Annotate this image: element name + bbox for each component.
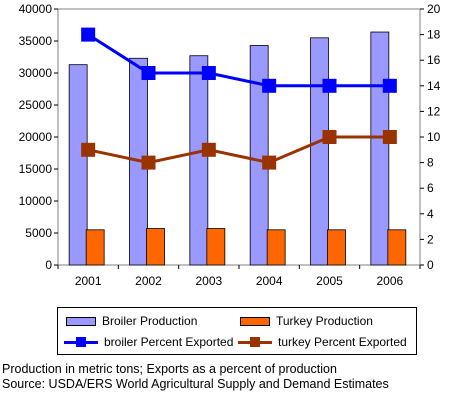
bar [370, 31, 390, 266]
y-tick-label: 15000 [19, 162, 53, 176]
y2-tick-label: 14 [427, 79, 441, 93]
data-point-marker [201, 66, 216, 80]
x-tick-label: 2001 [75, 274, 102, 288]
y-tick-label: 40000 [19, 2, 53, 16]
units-note: Production in metric tons; Exports as a … [2, 362, 337, 376]
legend-item-broiler-percent: broiler Percent Exported [64, 335, 233, 349]
bar [327, 229, 346, 266]
y-tick-label: 30000 [19, 66, 53, 80]
legend-item-turkey-production: Turkey Production [240, 314, 373, 328]
y2-tick-label: 6 [427, 181, 434, 195]
data-point-marker [81, 27, 96, 42]
legend-label: turkey Percent Exported [278, 335, 407, 349]
legend-swatch-turkey-line [238, 336, 272, 348]
y2-tick-label: 2 [427, 232, 434, 246]
data-point-marker [322, 130, 337, 144]
data-point-marker [141, 155, 156, 170]
y2-tick-label: 8 [427, 156, 434, 170]
x-tick-label: 2002 [135, 274, 162, 288]
x-tick-label: 2006 [376, 274, 403, 288]
bar [249, 45, 269, 266]
legend-label: Broiler Production [102, 314, 198, 328]
data-point-marker [262, 155, 277, 170]
legend-swatch-broiler [66, 316, 96, 326]
y-tick-label: 25000 [19, 98, 53, 112]
series-line [87, 135, 390, 165]
bar [387, 229, 407, 266]
chart-notes: Production in metric tons; Exports as a … [2, 362, 389, 392]
x-tick-label: 2005 [316, 274, 343, 288]
bar [68, 64, 88, 266]
chart: 0 5000 10000 15000 20000 25000 30000 35000 40000… [19, 2, 441, 288]
y-tick-label: 5000 [25, 226, 52, 240]
y2-tick-label: 18 [427, 28, 441, 42]
legend-label: broiler Percent Exported [104, 335, 234, 349]
legend-swatch-broiler-line [64, 336, 98, 348]
y-tick-label: 10000 [19, 194, 53, 208]
x-tick-label: 2003 [195, 274, 222, 288]
y2-tick-label: 4 [427, 207, 434, 221]
data-point-marker [322, 78, 337, 93]
legend-label: Turkey Production [276, 314, 373, 328]
series-line [87, 33, 390, 88]
y-tick-label: 20000 [19, 130, 53, 144]
y2-tick-label: 20 [427, 2, 441, 16]
data-point-marker [262, 78, 277, 93]
y2-tick-label: 10 [427, 130, 441, 144]
y-tick-label: 0 [45, 258, 52, 272]
bar [266, 229, 286, 266]
bar [146, 228, 165, 266]
x-tick-label: 2004 [256, 274, 283, 288]
data-point-marker [382, 78, 397, 93]
legend-item-turkey-percent: turkey Percent Exported [238, 335, 407, 349]
data-point-marker [141, 66, 156, 80]
data-point-marker [201, 142, 216, 157]
bar [310, 37, 329, 266]
bar [85, 229, 105, 266]
y2-tick-label: 12 [427, 104, 441, 118]
y-tick-label: 35000 [19, 34, 53, 48]
bar [189, 55, 209, 266]
legend-swatch-turkey [240, 316, 270, 326]
source-note: Source: USDA/ERS World Agricultural Supp… [2, 377, 389, 391]
y2-tick-label: 16 [427, 53, 441, 67]
legend: Broiler Production Turkey Production bro… [57, 307, 417, 355]
y2-tick-label: 0 [427, 258, 434, 272]
legend-item-broiler-production: Broiler Production [66, 314, 197, 328]
data-point-marker [382, 130, 397, 144]
bar [206, 228, 226, 266]
data-point-marker [81, 142, 96, 157]
